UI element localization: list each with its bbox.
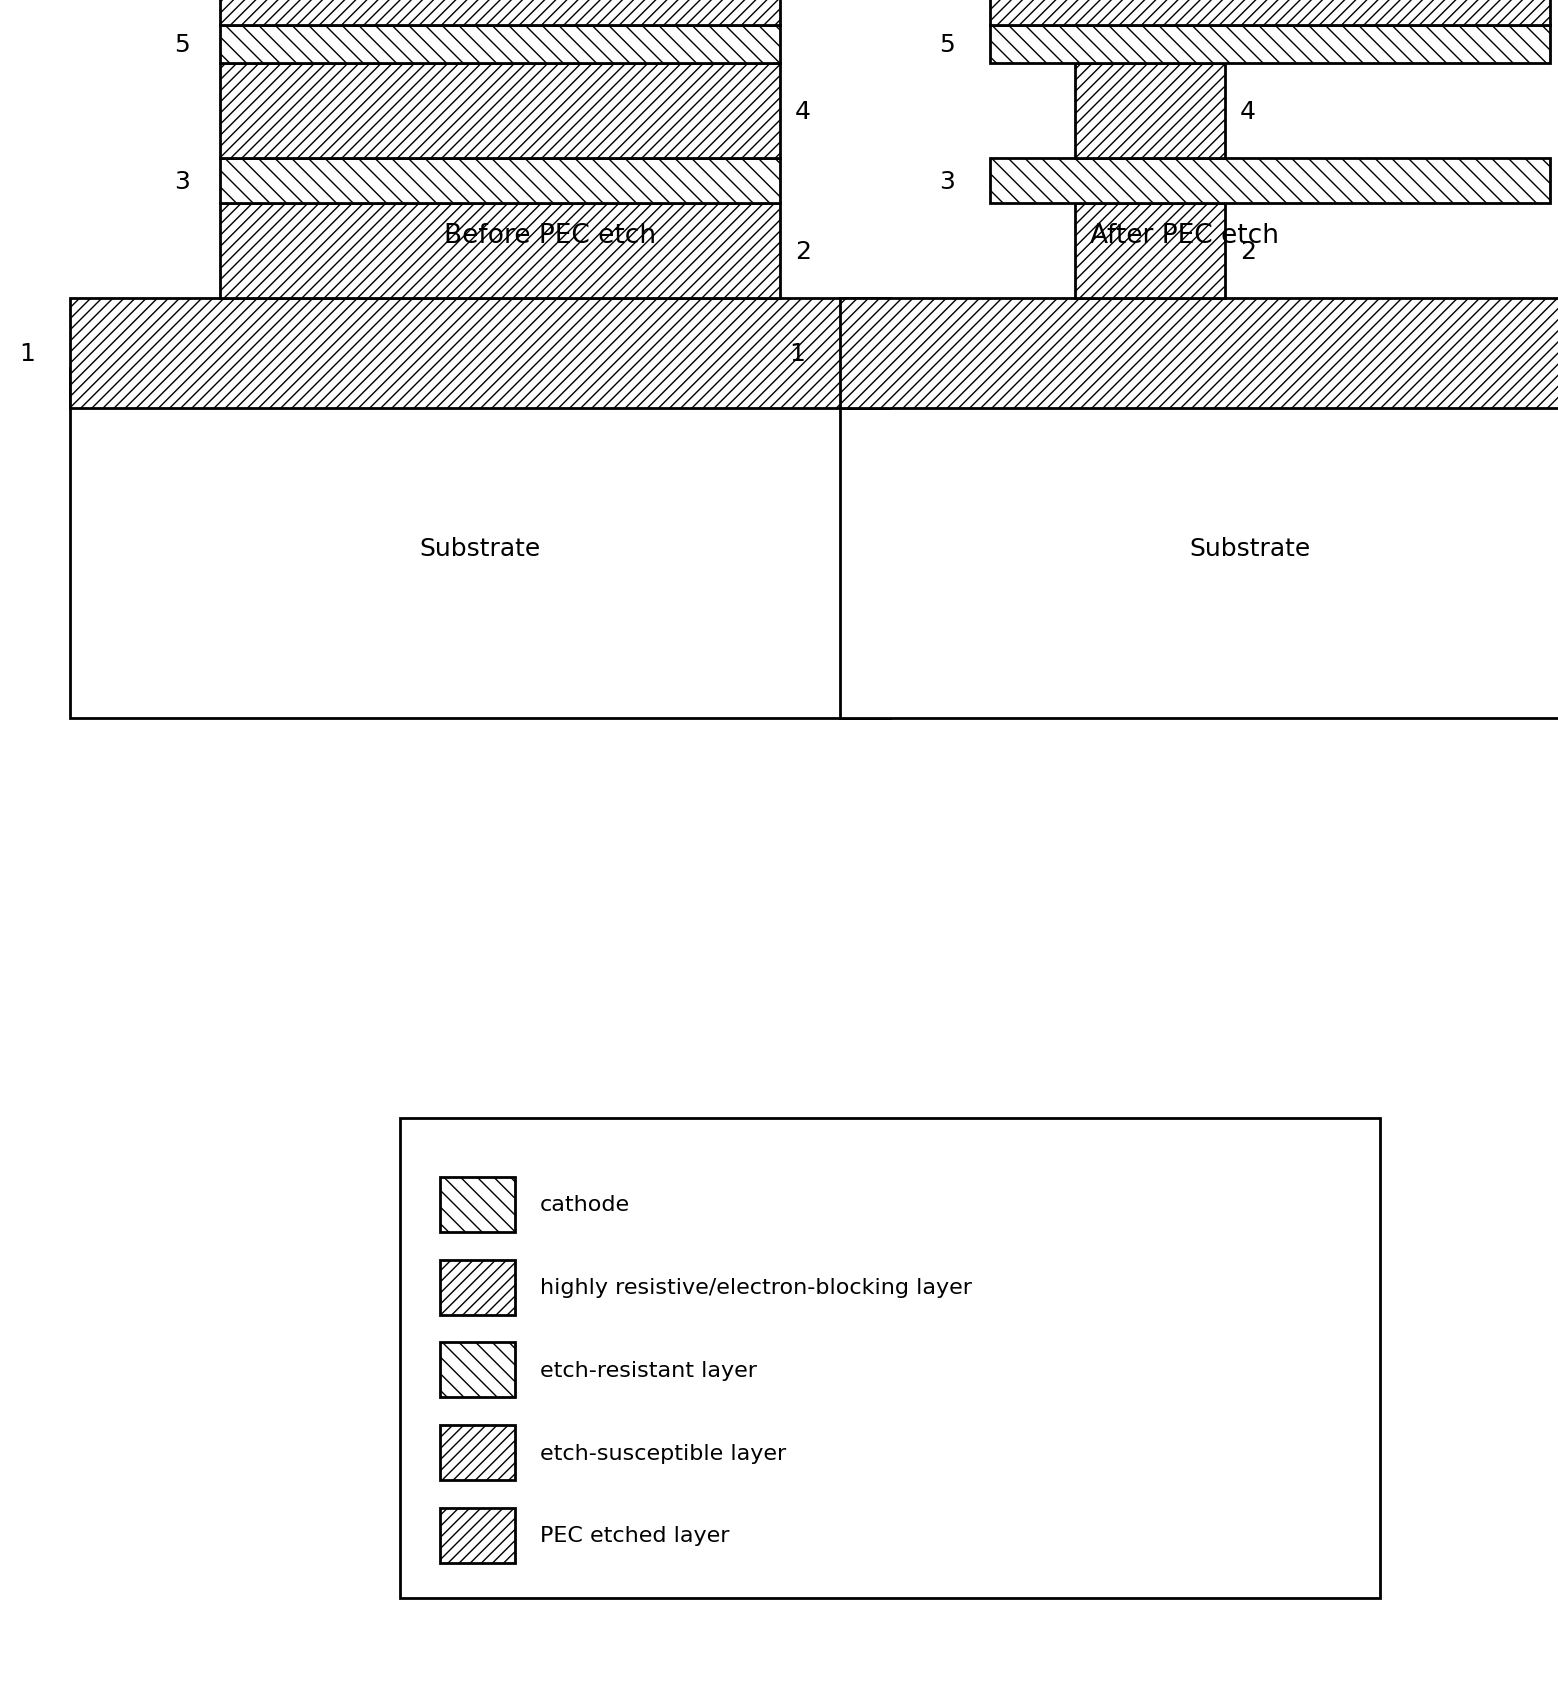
Bar (439, 1177, 516, 1233)
Text: 3: 3 (939, 170, 955, 194)
Bar (1075, 204, 1225, 299)
Bar (1075, 65, 1225, 160)
Bar (220, 160, 781, 204)
Text: 4: 4 (795, 100, 812, 124)
Text: 5: 5 (939, 32, 955, 58)
Text: 4: 4 (1240, 100, 1256, 124)
Bar (439, 1260, 516, 1314)
Text: 1: 1 (19, 341, 34, 365)
Bar (989, 0, 1550, 25)
Bar (989, 25, 1550, 65)
Text: PEC etched layer: PEC etched layer (541, 1525, 729, 1545)
Bar (400, 1119, 1380, 1598)
Text: 5: 5 (174, 32, 190, 58)
Bar (840, 299, 1558, 409)
Bar (220, 65, 781, 160)
Bar (220, 204, 781, 299)
Bar (439, 1343, 516, 1397)
Text: cathode: cathode (541, 1195, 629, 1214)
Text: Before PEC etch: Before PEC etch (444, 222, 656, 250)
Text: 2: 2 (795, 239, 812, 263)
Bar (989, 160, 1550, 204)
Text: highly resistive/electron-blocking layer: highly resistive/electron-blocking layer (541, 1277, 972, 1297)
Text: 2: 2 (1240, 239, 1256, 263)
Bar (220, 0, 781, 25)
Bar (439, 1508, 516, 1564)
Text: 3: 3 (174, 170, 190, 194)
Bar (220, 25, 781, 65)
Text: etch-resistant layer: etch-resistant layer (541, 1360, 757, 1380)
Bar (840, 368, 1558, 718)
Bar (70, 299, 890, 409)
Bar (439, 1425, 516, 1481)
Text: After PEC etch: After PEC etch (1091, 222, 1279, 250)
Text: etch-susceptible layer: etch-susceptible layer (541, 1443, 787, 1464)
Text: Substrate: Substrate (419, 537, 541, 560)
Text: Substrate: Substrate (1189, 537, 1310, 560)
Bar (70, 368, 890, 718)
Text: 1: 1 (788, 341, 805, 365)
